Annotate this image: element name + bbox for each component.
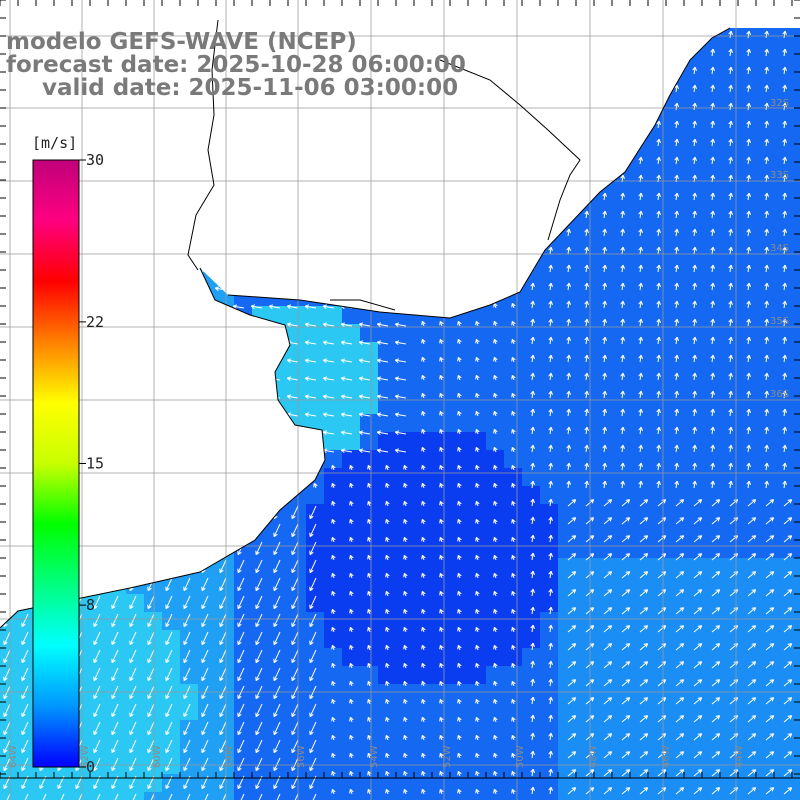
lon-label: 44W [734,745,745,768]
lat-label: 33S [770,170,789,181]
lon-label: 46W [661,745,672,768]
model-title: modelo GEFS-WAVE (NCEP) [6,29,357,55]
colorbar-tick-label: 0 [86,758,95,776]
lat-label: 34S [770,243,789,254]
colorbar-unit: [m/s] [32,134,78,152]
colorbar-ticks: 30 22 15 8 0 [79,151,104,776]
lon-label: 52W [442,745,453,768]
colorbar: 30 22 15 8 0 [32,151,104,776]
lat-label: 32S [770,98,789,109]
lon-label: 60W [152,745,163,768]
lon-label: 56W [296,745,307,768]
lat-label: 35S [770,316,789,327]
frame-ticks [0,0,800,779]
forecast-date: forecast date: 2025-10-28 06:00:00 [6,52,466,78]
colorbar-tick-label: 22 [86,313,104,331]
valid-date: valid date: 2025-11-06 03:00:00 [42,75,459,101]
grid-labels: 64W 62W 60W 58W 56W 54W 52W 50W 48W 46W 44W 32S 33S 3… [8,98,789,768]
lat-label: 36S [770,389,789,400]
lon-label: 62W [80,745,91,768]
lon-label: 50W [515,745,526,768]
lon-label: 58W [224,745,235,768]
lon-label: 64W [8,745,19,768]
colorbar-tick-label: 15 [86,455,104,473]
lon-label: 48W [588,745,599,768]
colorbar-gradient [32,159,80,768]
coastline [0,19,731,629]
colorbar-tick-label: 8 [86,596,95,614]
lon-label: 54W [369,745,380,768]
colorbar-tick-label: 30 [86,151,104,169]
